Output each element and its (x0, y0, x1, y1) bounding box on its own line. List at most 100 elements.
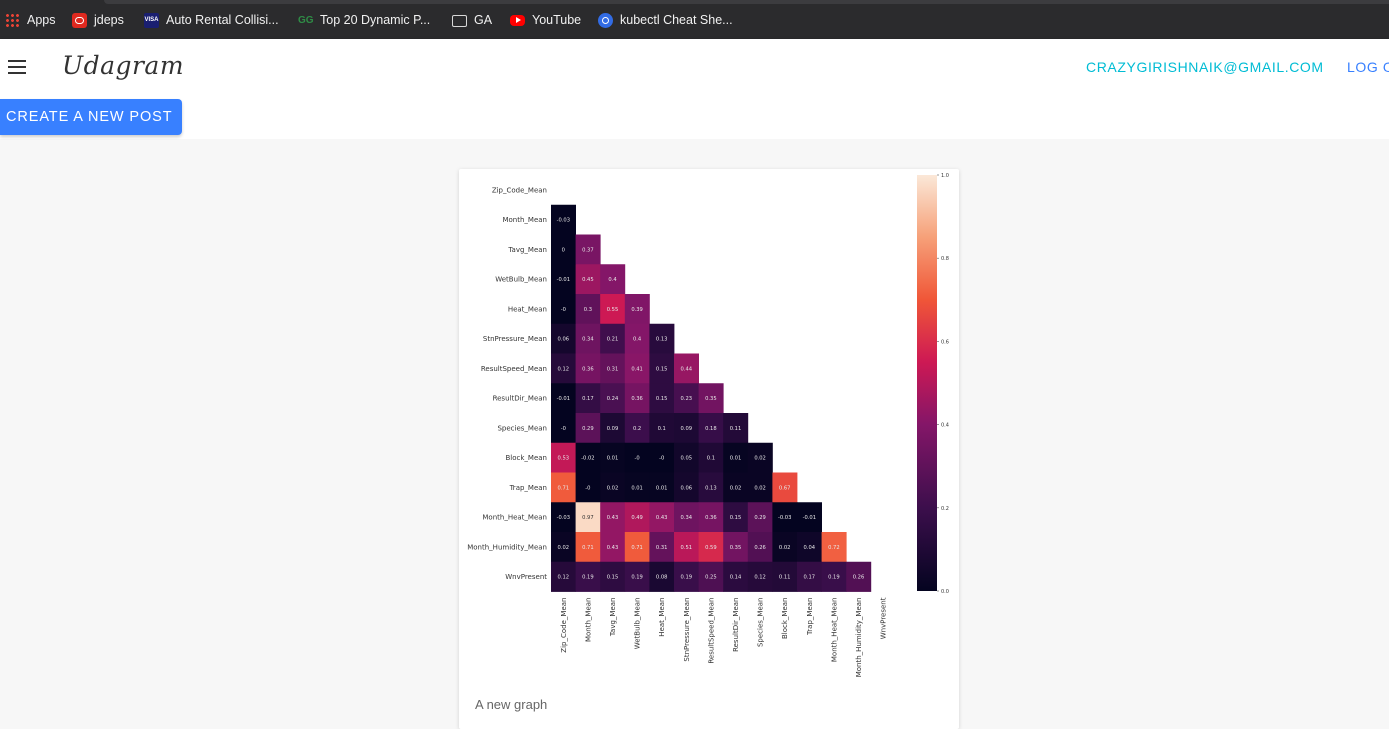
cell-value-label: -0.02 (581, 456, 594, 462)
heatmap-cell (624, 413, 650, 444)
heatmap-cell (674, 532, 699, 563)
heatmap-cell (747, 442, 773, 473)
heatmap-cell (846, 561, 872, 592)
cell-value-label: -0 (659, 456, 664, 462)
heatmap-cell (624, 532, 650, 563)
colorbar-tick-label: 0.4 (941, 423, 949, 429)
heatmap-cell (747, 561, 773, 592)
cell-value-label: 0.06 (558, 337, 570, 343)
cell-value-label: 0.21 (607, 337, 619, 343)
heatmap-cell (649, 353, 675, 384)
y-tick-label: ResultDir_Mean (493, 395, 547, 403)
bookmark-kubectl[interactable]: kubectl Cheat She... (598, 11, 733, 29)
heatmap-cell (600, 323, 626, 354)
heatmap-cell (551, 383, 576, 414)
heatmap-cell (649, 561, 675, 592)
cell-value-label: 0.12 (754, 575, 766, 581)
heatmap-cell (723, 561, 749, 592)
cell-value-label: 0.02 (754, 485, 766, 491)
heatmap-cell (772, 532, 798, 563)
cell-value-label: 0.41 (631, 366, 643, 372)
y-tick-label: Trap_Mean (509, 484, 547, 492)
cell-value-label: 0.35 (705, 396, 717, 402)
heatmap-cell (772, 472, 798, 503)
cell-value-label: 0.43 (656, 515, 668, 521)
cell-value-label: 0.4 (633, 337, 642, 343)
cell-value-label: 0.51 (681, 545, 693, 551)
heatmap-cell (698, 472, 724, 503)
x-tick-label: ResultSpeed_Mean (707, 598, 715, 664)
bookmark-auto-rental[interactable]: VISA Auto Rental Collisi... (144, 11, 279, 29)
bookmark-ga[interactable]: GA (452, 11, 492, 29)
x-tick-label: WnvPresent (880, 597, 888, 639)
y-tick-label: Zip_Code_Mean (492, 186, 547, 194)
heatmap-cell (747, 532, 773, 563)
cell-value-label: 0.01 (631, 485, 643, 491)
cell-value-label: 0.18 (705, 426, 717, 432)
bookmark-youtube[interactable]: YouTube (510, 11, 581, 29)
heatmap-cell (624, 442, 650, 473)
colorbar-tick-label: 0.0 (941, 589, 949, 595)
cell-value-label: 0.15 (656, 396, 668, 402)
y-tick-label: ResultSpeed_Mean (481, 365, 547, 373)
heatmap-cell (600, 472, 626, 503)
cell-value-label: 0.25 (705, 575, 717, 581)
heatmap-cell (551, 561, 576, 592)
cell-value-label: 0.2 (633, 426, 641, 432)
cell-value-label: 0.02 (779, 545, 791, 551)
colorbar (917, 175, 937, 591)
y-tick-label: Month_Heat_Mean (482, 514, 547, 522)
heatmap-cell (600, 502, 626, 533)
bookmark-label: kubectl Cheat She... (620, 13, 733, 27)
heatmap-cell (600, 294, 626, 325)
heatmap-cell (772, 502, 798, 533)
heatmap-cell (674, 472, 699, 503)
colorbar-tick-label: 0.6 (941, 339, 949, 345)
heatmap-cell (551, 472, 576, 503)
heatmap-cell (674, 561, 699, 592)
cell-value-label: 0.17 (804, 575, 816, 581)
cell-value-label: -0.01 (557, 277, 570, 283)
heatmap-cell (649, 502, 675, 533)
y-tick-label: Tavg_Mean (507, 246, 547, 254)
cell-value-label: 0.1 (707, 456, 715, 462)
heatmap-cell (649, 383, 675, 414)
create-post-button[interactable]: CREATE A NEW POST (0, 99, 182, 135)
cell-value-label: 0.29 (754, 515, 766, 521)
bookmark-label: jdeps (94, 13, 124, 27)
cell-value-label: -0 (561, 426, 566, 432)
cell-value-label: 0.49 (631, 515, 643, 521)
cell-value-label: 0.01 (730, 456, 742, 462)
post-caption: A new graph (475, 697, 548, 712)
heatmap-cell (575, 353, 601, 384)
heatmap-cell (624, 353, 650, 384)
visa-icon: VISA (144, 12, 159, 28)
cell-value-label: 0.55 (607, 307, 619, 313)
heatmap-cell (575, 294, 601, 325)
menu-icon[interactable] (8, 60, 26, 74)
cell-value-label: -0 (585, 485, 590, 491)
cell-value-label: 0.05 (681, 456, 693, 462)
x-tick-label: WetBulb_Mean (634, 598, 642, 650)
bookmark-top-20-dynamic[interactable]: GG Top 20 Dynamic P... (298, 11, 430, 29)
cell-value-label: 0.31 (607, 366, 619, 372)
heatmap-cell (747, 472, 773, 503)
bookmark-apps[interactable]: Apps (5, 11, 56, 29)
heatmap-cell (674, 502, 699, 533)
heatmap-cell (551, 413, 576, 444)
cell-value-label: 0.09 (681, 426, 693, 432)
logout-button[interactable]: LOG O (1347, 59, 1389, 75)
bookmark-jdeps[interactable]: jdeps (72, 11, 124, 29)
apps-icon (5, 12, 20, 28)
cell-value-label: 0.35 (730, 545, 742, 551)
bookmark-label: Top 20 Dynamic P... (320, 13, 431, 27)
cell-value-label: 0.29 (582, 426, 594, 432)
heatmap-cell (551, 264, 576, 295)
y-tick-label: Block_Mean (505, 454, 547, 462)
heatmap-cell (821, 561, 847, 592)
x-tick-label: Month_Mean (584, 598, 592, 643)
x-tick-label: Trap_Mean (806, 598, 814, 636)
y-tick-label: Month_Humidity_Mean (467, 543, 547, 551)
toolbar: CREATE A NEW POST (0, 95, 1389, 139)
cell-value-label: -0.01 (557, 396, 570, 402)
